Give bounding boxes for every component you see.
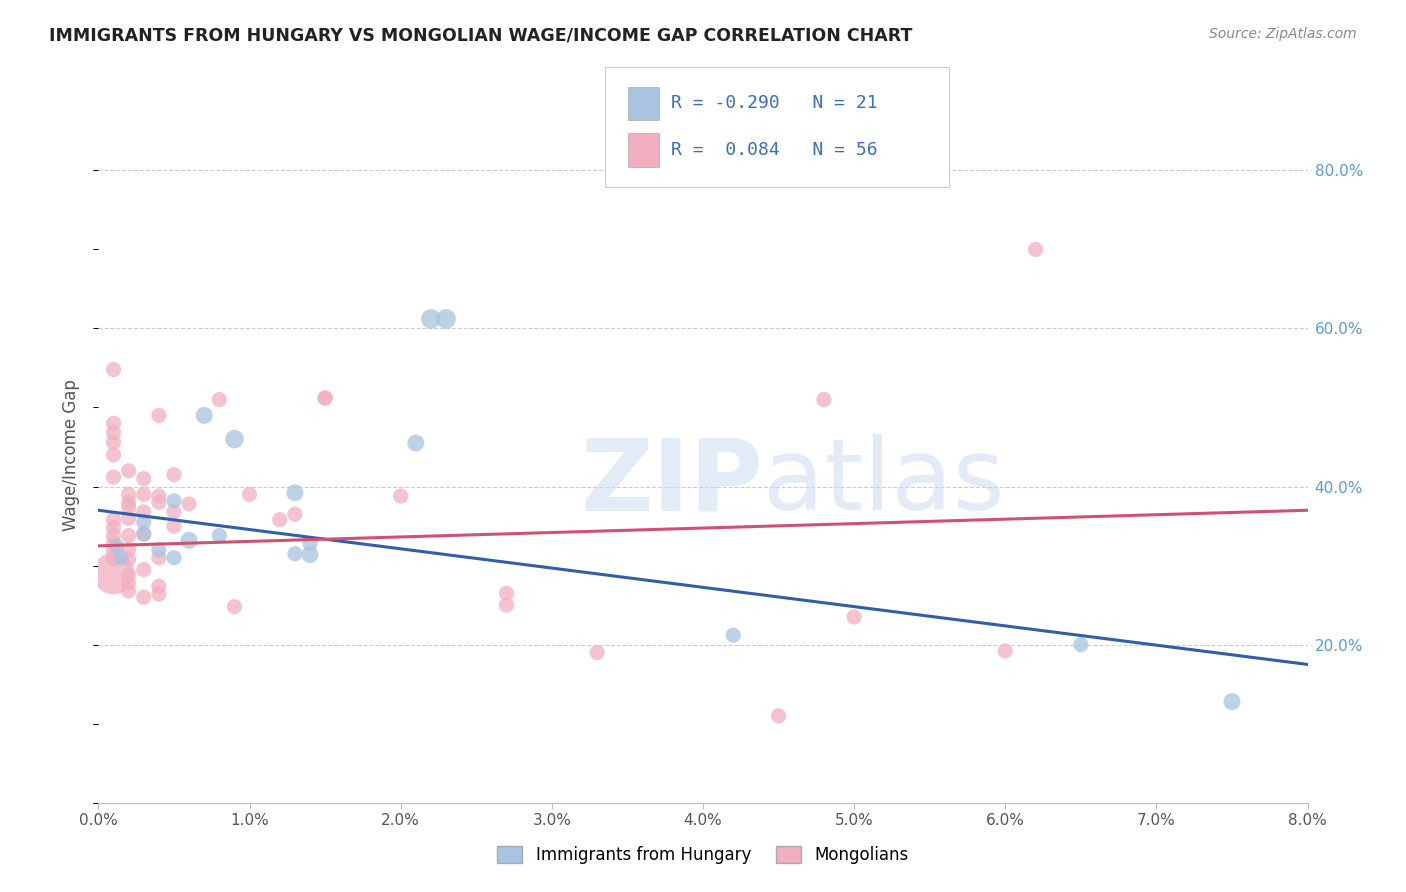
Point [148, 587, 170, 601]
Text: R =  0.084   N = 56: R = 0.084 N = 56 [671, 141, 877, 159]
Point [132, 472, 155, 486]
Point [148, 542, 170, 557]
Point [768, 708, 790, 723]
Point [224, 599, 246, 614]
Point [105, 539, 128, 553]
Point [103, 544, 125, 558]
Point [118, 511, 141, 525]
Text: R = -0.290   N = 21: R = -0.290 N = 21 [671, 94, 877, 112]
Point [1025, 243, 1047, 257]
Point [103, 448, 125, 462]
Point [163, 493, 186, 508]
Point [118, 583, 141, 598]
Point [844, 610, 866, 624]
Point [103, 528, 125, 542]
Point [1070, 638, 1092, 652]
Point [132, 487, 155, 501]
Point [148, 579, 170, 593]
Point [148, 550, 170, 565]
Point [163, 519, 186, 533]
Y-axis label: Wage/Income Gap: Wage/Income Gap [62, 379, 80, 531]
Point [163, 505, 186, 519]
Point [224, 432, 246, 446]
Point [163, 467, 186, 482]
Point [132, 505, 155, 519]
Point [314, 391, 336, 405]
Text: ZIP: ZIP [581, 434, 763, 532]
Point [405, 436, 427, 450]
Point [179, 533, 201, 548]
Point [132, 527, 155, 541]
Point [118, 576, 141, 591]
Legend: Immigrants from Hungary, Mongolians: Immigrants from Hungary, Mongolians [491, 839, 915, 871]
Point [208, 392, 231, 407]
Point [103, 362, 125, 376]
Point [723, 628, 745, 642]
Point [586, 646, 609, 660]
Point [103, 417, 125, 431]
Point [118, 528, 141, 542]
Point [389, 489, 412, 503]
Point [299, 536, 322, 550]
Point [994, 644, 1017, 658]
Point [495, 586, 517, 600]
Point [284, 486, 307, 500]
Point [118, 542, 141, 557]
Point [103, 566, 125, 581]
Point [1220, 695, 1243, 709]
Point [118, 552, 141, 566]
Text: atlas: atlas [763, 434, 1005, 532]
Point [239, 487, 262, 501]
Point [284, 547, 307, 561]
Point [118, 495, 141, 509]
Point [103, 470, 125, 484]
Point [132, 591, 155, 605]
Point [103, 435, 125, 450]
Point [118, 500, 141, 514]
Point [269, 513, 291, 527]
Point [118, 568, 141, 582]
Point [103, 513, 125, 527]
Point [103, 425, 125, 440]
Point [110, 550, 132, 565]
Text: IMMIGRANTS FROM HUNGARY VS MONGOLIAN WAGE/INCOME GAP CORRELATION CHART: IMMIGRANTS FROM HUNGARY VS MONGOLIAN WAG… [49, 27, 912, 45]
Point [118, 464, 141, 478]
Point [132, 527, 155, 541]
Point [208, 528, 231, 542]
Point [103, 552, 125, 566]
Point [148, 495, 170, 509]
Point [314, 391, 336, 405]
Point [193, 409, 215, 423]
Point [284, 507, 307, 521]
Point [420, 312, 443, 326]
Point [434, 312, 457, 326]
Point [495, 598, 517, 612]
Point [179, 497, 201, 511]
Point [103, 521, 125, 535]
Point [148, 409, 170, 423]
Point [132, 515, 155, 529]
Point [813, 392, 835, 407]
Point [163, 550, 186, 565]
Point [148, 489, 170, 503]
Text: Source: ZipAtlas.com: Source: ZipAtlas.com [1209, 27, 1357, 41]
Point [118, 487, 141, 501]
Point [132, 563, 155, 577]
Point [103, 536, 125, 550]
Point [299, 548, 322, 562]
